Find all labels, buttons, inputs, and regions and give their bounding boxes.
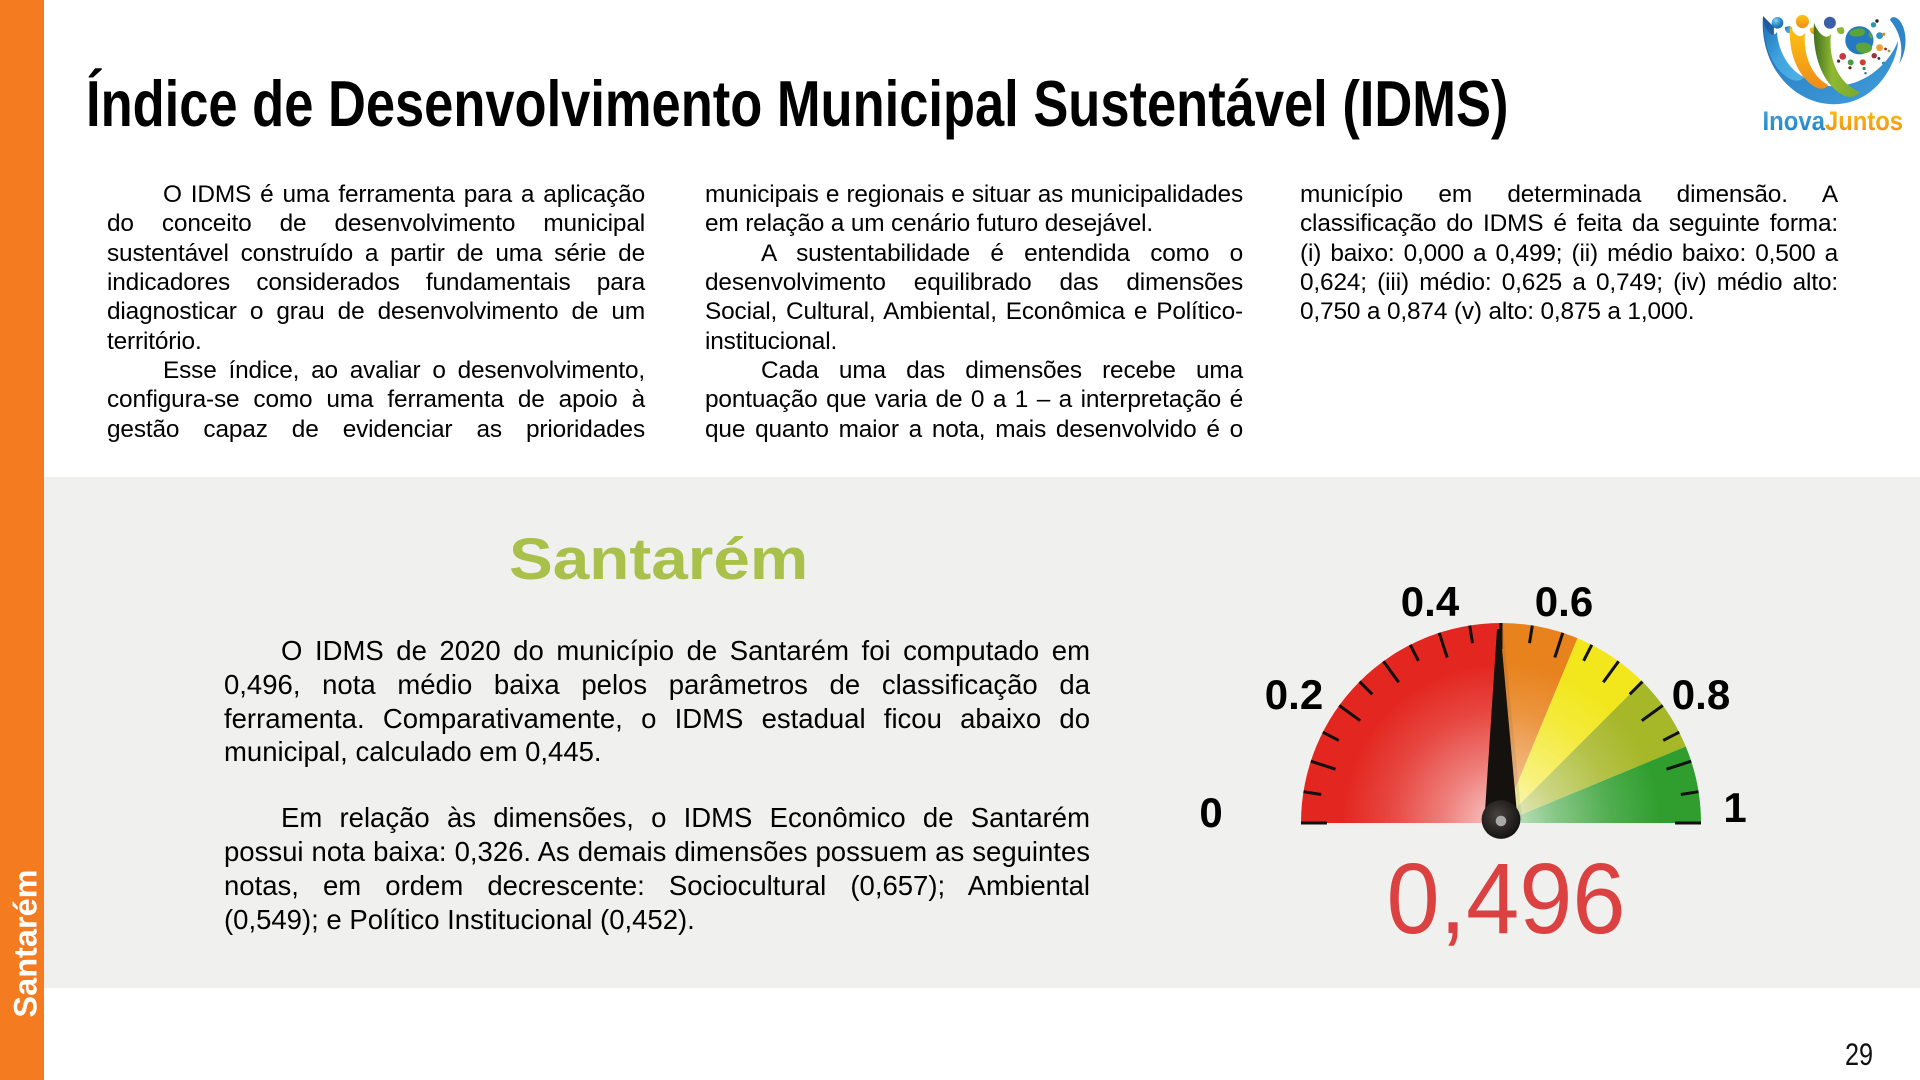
svg-text:0.2: 0.2 <box>1265 671 1323 718</box>
svg-text:0: 0 <box>1199 789 1222 836</box>
svg-text:Inova: Inova <box>1763 106 1826 136</box>
svg-text:0.6: 0.6 <box>1535 578 1593 625</box>
svg-text:Juntos: Juntos <box>1825 106 1903 136</box>
svg-text:0.4: 0.4 <box>1401 578 1460 625</box>
svg-text:0.8: 0.8 <box>1672 671 1730 718</box>
svg-text:1: 1 <box>1723 784 1746 831</box>
